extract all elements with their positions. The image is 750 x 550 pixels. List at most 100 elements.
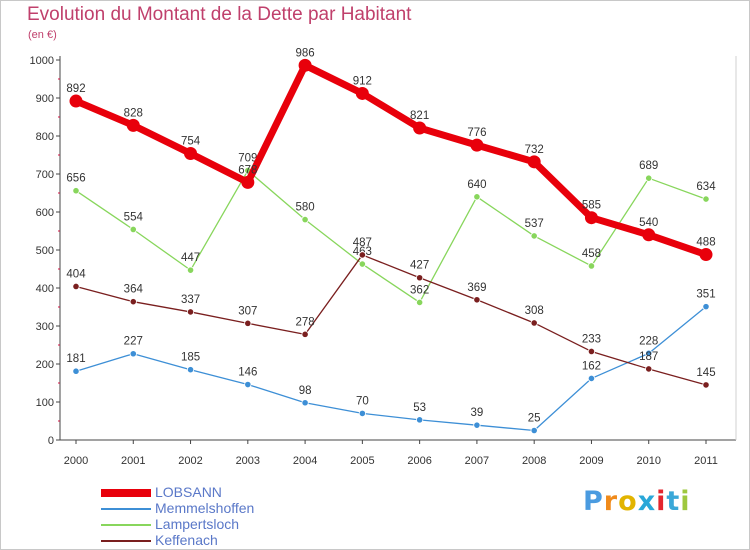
- data-label-memmelshoffen: 98: [299, 385, 312, 397]
- data-label-lampertsloch: 362: [410, 284, 429, 296]
- y-tick-label: 300: [36, 321, 54, 333]
- data-label-memmelshoffen: 70: [356, 395, 369, 407]
- data-label-lobsann: 828: [124, 107, 143, 119]
- data-point-keffenach: [702, 381, 710, 389]
- data-label-lobsann: 585: [582, 200, 601, 212]
- data-point-keffenach: [530, 319, 538, 327]
- legend-swatch: [101, 524, 151, 526]
- data-point-memmelshoffen: [72, 367, 80, 375]
- data-point-lobsann: [527, 155, 541, 169]
- data-point-lobsann: [642, 228, 656, 242]
- data-label-keffenach: 187: [639, 351, 658, 363]
- data-point-keffenach: [72, 282, 80, 291]
- data-label-memmelshoffen: 185: [181, 352, 200, 364]
- series-line-keffenach: [75, 254, 707, 386]
- legend-label: Memmelshoffen: [155, 500, 255, 516]
- x-tick-label: 2004: [293, 455, 317, 467]
- data-label-keffenach: 404: [66, 268, 86, 280]
- data-label-memmelshoffen: 25: [528, 413, 541, 425]
- data-label-keffenach: 233: [582, 333, 601, 345]
- data-point-lampertsloch: [129, 225, 137, 234]
- data-point-lobsann: [126, 118, 140, 132]
- y-tick-label: 600: [36, 207, 54, 219]
- data-label-memmelshoffen: 53: [413, 402, 426, 414]
- data-point-lampertsloch: [358, 260, 366, 268]
- data-point-lobsann: [413, 121, 427, 135]
- data-point-lobsann: [584, 211, 598, 225]
- data-label-keffenach: 307: [238, 305, 257, 317]
- data-label-memmelshoffen: 228: [639, 335, 658, 347]
- legend-label: LOBSANN: [155, 484, 222, 500]
- data-label-lampertsloch: 537: [525, 218, 544, 230]
- data-point-lobsann: [355, 86, 369, 100]
- data-point-lobsann: [184, 146, 198, 160]
- data-point-keffenach: [186, 308, 195, 316]
- data-label-lobsann: 892: [66, 83, 85, 95]
- data-label-keffenach: 487: [353, 237, 372, 249]
- data-point-memmelshoffen: [530, 426, 538, 435]
- data-label-lampertsloch: 634: [696, 181, 716, 193]
- chart-title: Evolution du Montant de la Dette par Hab…: [27, 4, 412, 25]
- data-point-keffenach: [645, 365, 653, 373]
- data-point-memmelshoffen: [416, 416, 424, 424]
- data-label-keffenach: 369: [467, 282, 486, 294]
- y-tick-label: 900: [36, 93, 54, 105]
- data-point-lampertsloch: [587, 262, 596, 270]
- series-line-memmelshoffen: [75, 306, 707, 432]
- data-label-lobsann: 488: [696, 237, 715, 249]
- x-tick-label: 2001: [121, 455, 145, 467]
- data-point-lobsann: [470, 138, 484, 152]
- data-point-lampertsloch: [530, 232, 538, 240]
- data-point-lampertsloch: [72, 187, 80, 195]
- legend-label: Lampertsloch: [155, 516, 240, 532]
- x-tick-label: 2007: [465, 455, 489, 467]
- data-label-lobsann: 776: [467, 127, 486, 139]
- x-tick-label: 2005: [350, 455, 374, 467]
- data-point-keffenach: [129, 298, 137, 306]
- data-point-lobsann: [241, 175, 255, 189]
- legend-swatch: [101, 508, 151, 510]
- y-tick-label: 700: [36, 169, 54, 181]
- data-label-lobsann: 540: [639, 217, 658, 229]
- data-point-memmelshoffen: [473, 421, 481, 429]
- y-tick-label: 800: [36, 131, 54, 143]
- x-tick-label: 2002: [178, 455, 202, 467]
- data-point-memmelshoffen: [702, 303, 710, 311]
- data-point-lampertsloch: [186, 266, 195, 274]
- data-label-memmelshoffen: 146: [238, 367, 257, 379]
- data-label-lampertsloch: 458: [582, 248, 601, 260]
- legend-swatch: [101, 540, 151, 542]
- x-tick-label: 2008: [522, 455, 546, 467]
- data-point-lobsann: [699, 248, 713, 262]
- data-label-keffenach: 427: [410, 260, 429, 272]
- data-point-keffenach: [587, 347, 596, 356]
- data-label-memmelshoffen: 227: [124, 336, 143, 348]
- x-tick-label: 2010: [636, 455, 660, 467]
- data-point-keffenach: [301, 330, 309, 338]
- x-tick-label: 2011: [694, 455, 718, 467]
- data-point-keffenach: [473, 296, 481, 304]
- chart-subtitle: (en €): [28, 29, 57, 41]
- data-label-lampertsloch: 640: [467, 179, 486, 191]
- x-tick-label: 2006: [407, 455, 431, 467]
- legend-label: Keffenach: [155, 532, 218, 548]
- data-label-keffenach: 337: [181, 294, 200, 306]
- data-label-lampertsloch: 656: [66, 173, 85, 185]
- y-tick-label: 500: [36, 245, 54, 257]
- data-label-keffenach: 308: [525, 305, 544, 317]
- data-label-memmelshoffen: 162: [582, 360, 601, 372]
- data-label-memmelshoffen: 351: [696, 289, 715, 301]
- data-point-lobsann: [298, 58, 312, 72]
- proxiti-logo: Proxiti: [583, 486, 691, 517]
- data-label-lampertsloch: 447: [181, 252, 200, 264]
- data-point-lampertsloch: [416, 298, 424, 307]
- y-tick-label: 200: [36, 359, 54, 371]
- data-label-lobsann: 821: [410, 110, 429, 122]
- data-label-lobsann: 754: [181, 135, 201, 147]
- series-line-lampertsloch: [75, 169, 707, 304]
- data-point-keffenach: [416, 274, 424, 282]
- data-point-lampertsloch: [645, 174, 653, 182]
- data-label-lampertsloch: 689: [639, 160, 658, 172]
